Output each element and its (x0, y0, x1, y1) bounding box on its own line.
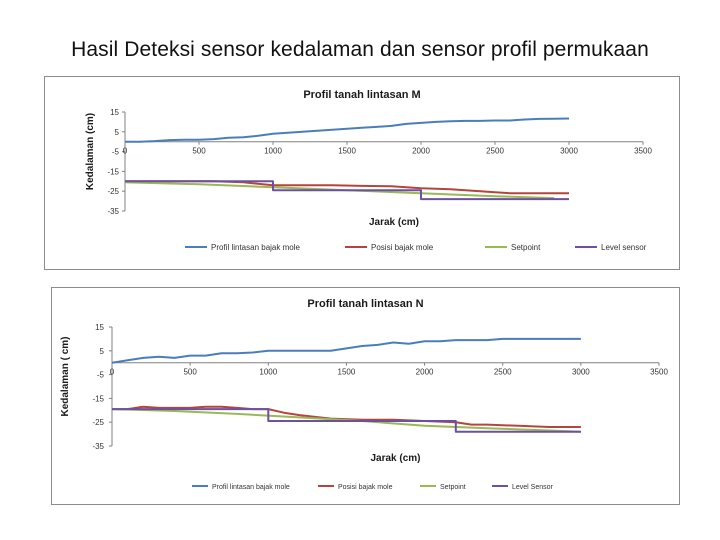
legend-label-posisi: Posisi bajak mole (371, 243, 434, 252)
legend-label-level: Level sensor (601, 243, 647, 252)
x-tick-label: 2500 (494, 368, 512, 377)
series-line-profil (125, 117, 570, 143)
x-axis-label: Jarak (cm) (369, 217, 419, 228)
slide-title: Hasil Deteksi sensor kedalaman dan senso… (71, 38, 649, 61)
legend-label-profil: Profil lintasan bajak mole (212, 484, 290, 491)
y-tick-label: -35 (92, 442, 104, 451)
chart-lintasan-n: Profil tanah lintasan N 15 5 -5 -15 -25 -35 0 50… (51, 287, 680, 505)
y-tick-label: -15 (107, 167, 119, 176)
x-tick-label: 1500 (338, 147, 356, 156)
y-tick-label: -15 (92, 394, 104, 403)
x-tick-label: 1500 (338, 368, 356, 377)
x-tick-label: 2500 (486, 147, 504, 156)
y-tick-label: 15 (95, 323, 104, 332)
y-axis-label: Kedalaman ( cm) (60, 336, 71, 416)
x-tick-label: 500 (192, 147, 206, 156)
legend-label-posisi: Posisi bajak mole (338, 484, 393, 491)
x-tick-label: 3500 (634, 147, 652, 156)
legend-label-level: Level Sensor (512, 484, 554, 491)
y-tick-label: -25 (107, 187, 119, 196)
y-tick-label: -25 (92, 418, 104, 427)
chart-n-svg: Profil tanah lintasan N 15 5 -5 -15 -25 -35 0 50… (60, 298, 668, 491)
x-tick-label: 3500 (650, 368, 668, 377)
series-line-level (112, 408, 581, 433)
x-tick-label: 0 (123, 147, 128, 156)
y-tick-label: 15 (110, 108, 119, 117)
chart-n-title: Profil tanah lintasan N (307, 298, 423, 310)
y-tick-label: -5 (97, 371, 105, 380)
x-tick-label: 500 (183, 368, 197, 377)
legend-label-setpoint: Setpoint (511, 243, 541, 252)
x-tick-label: 1000 (259, 368, 277, 377)
x-tick-label: 3000 (572, 368, 590, 377)
y-tick-label: 5 (115, 128, 120, 137)
x-tick-label: 2000 (412, 147, 430, 156)
x-axis-label: Jarak (cm) (370, 453, 420, 464)
y-tick-label: -35 (107, 207, 119, 216)
series-line-posisi (112, 405, 581, 428)
x-tick-label: 2000 (416, 368, 434, 377)
y-tick-label: 5 (100, 347, 105, 356)
chart-lintasan-m: Profil tanah lintasan M 15 5 -5 -15 -25 -35 0 50… (44, 76, 680, 270)
series-line-posisi (125, 180, 569, 195)
chart-m-title: Profil tanah lintasan M (303, 89, 420, 101)
series-line-level (125, 180, 569, 201)
x-tick-label: 0 (110, 368, 115, 377)
legend-label-profil: Profil lintasan bajak mole (211, 243, 300, 252)
series-line-profil (111, 337, 581, 364)
y-axis-label: Kedalaman (cm) (85, 113, 96, 190)
x-tick-label: 1000 (264, 147, 282, 156)
y-tick-label: -5 (112, 148, 120, 157)
chart-m-svg: Profil tanah lintasan M 15 5 -5 -15 -25 -35 0 50… (85, 89, 652, 252)
legend-label-setpoint: Setpoint (440, 484, 466, 491)
x-tick-label: 3000 (560, 147, 578, 156)
